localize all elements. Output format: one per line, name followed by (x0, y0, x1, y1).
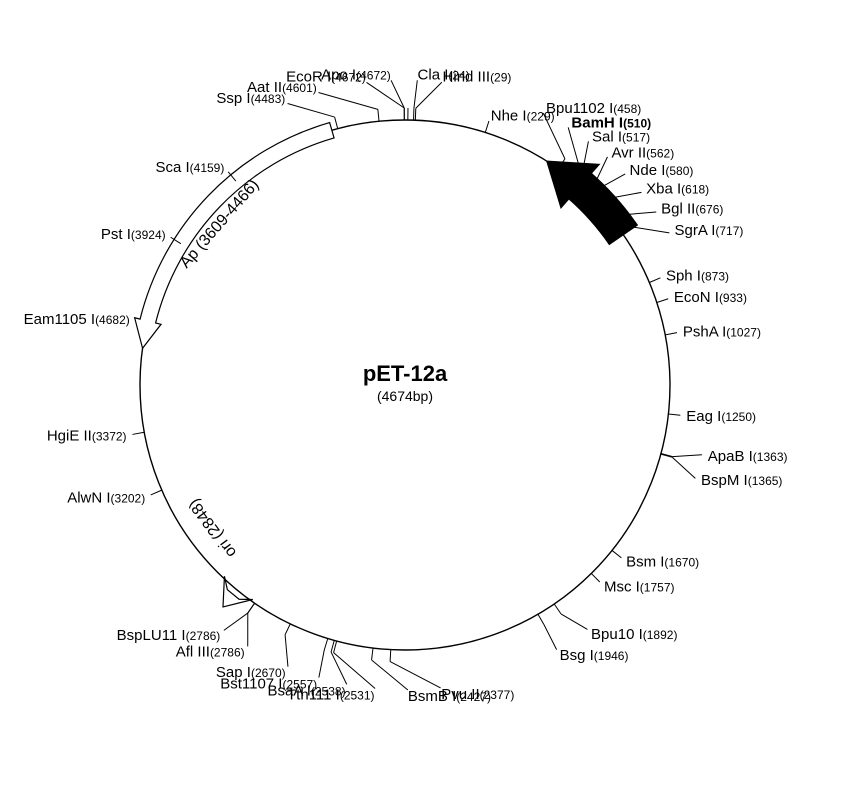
site-label: EcoN I(933) (674, 289, 747, 306)
site-leader (600, 174, 625, 188)
site-label: ApaB I(1363) (708, 448, 788, 465)
site-label: Xba I(618) (646, 181, 709, 198)
site-leader (288, 104, 335, 118)
site-label: Bgl II(676) (661, 201, 723, 218)
site-tick (285, 624, 290, 635)
site-label: SgrA I(717) (675, 222, 744, 239)
site-tick (668, 414, 680, 415)
site-tick (372, 648, 373, 660)
site-leader (544, 625, 557, 650)
site-label: Nde I(580) (630, 162, 694, 179)
site-tick (612, 550, 621, 557)
site-leader (414, 80, 417, 108)
site-tick (591, 573, 599, 582)
site-tick (378, 109, 379, 121)
site-label: Pst I(3924) (101, 226, 166, 243)
site-label: Bpu10 I(1892) (591, 626, 677, 643)
site-label: Eam1105 I(4682) (24, 311, 130, 328)
site-label: Msc I(1757) (604, 578, 675, 595)
site-label: PshA I(1027) (683, 323, 761, 340)
site-label: HgiE II(3372) (47, 428, 127, 445)
site-leader (416, 82, 442, 108)
site-leader (595, 157, 608, 183)
site-tick (151, 490, 162, 495)
site-leader (673, 455, 702, 457)
site-label: Sal I(517) (592, 129, 650, 146)
site-label: Aat II(4601) (247, 79, 317, 96)
site-label: Bsg I(1946) (560, 647, 629, 664)
site-label: BspM I(1365) (701, 472, 782, 489)
site-label: AlwN I(3202) (67, 489, 145, 506)
feature-ori-label: ori (2848) (186, 495, 241, 560)
site-tick (538, 614, 544, 624)
site-leader (319, 650, 324, 678)
feature-expr (547, 161, 637, 244)
plasmid-size: (4674bp) (377, 388, 433, 404)
site-tick (132, 432, 144, 434)
site-label: BspLU11 I(2786) (117, 627, 221, 644)
site-leader (372, 660, 408, 690)
site-label: BsmB I(2427) (408, 688, 491, 705)
site-leader (390, 662, 440, 688)
site-tick (324, 638, 327, 649)
plasmid-name: pET-12a (363, 361, 448, 386)
site-label: Eag I(1250) (686, 408, 756, 425)
site-leader (224, 613, 248, 630)
site-label: Sca I(4159) (155, 159, 224, 176)
site-tick (657, 299, 668, 303)
site-leader (561, 614, 587, 630)
site-tick (665, 333, 677, 335)
site-tick (649, 278, 660, 283)
site-tick (390, 650, 391, 662)
site-label: Avr II(562) (611, 144, 674, 161)
plasmid-map: pET-12a(4674bp)Ap (3609-4466)ori (2848)E… (0, 0, 855, 800)
site-leader (285, 635, 288, 667)
site-label: Bsm I(1670) (626, 554, 699, 571)
site-tick (485, 121, 489, 132)
site-label: Apo I(4672) (321, 66, 391, 83)
site-label: Sph I(873) (666, 268, 729, 285)
site-leader (672, 457, 695, 478)
site-label: Hind III(29) (443, 68, 512, 85)
site-leader (318, 93, 377, 110)
site-tick (554, 604, 561, 614)
site-label: Afl III(2786) (176, 643, 245, 660)
site-leader (633, 227, 670, 233)
site-tick (335, 117, 338, 129)
site-label: Sap I(2670) (216, 664, 286, 681)
site-tick (248, 603, 255, 613)
